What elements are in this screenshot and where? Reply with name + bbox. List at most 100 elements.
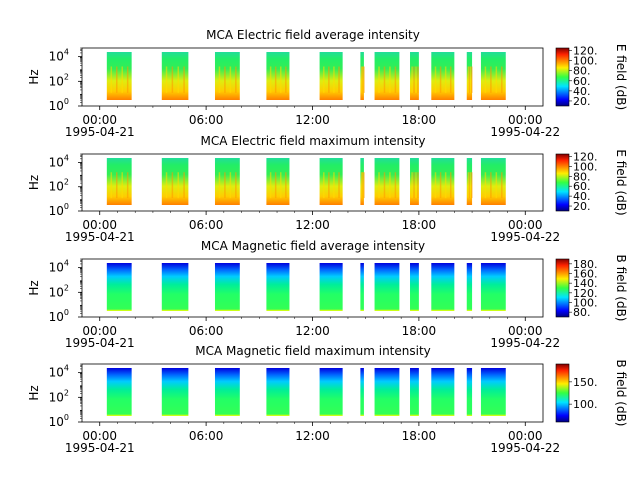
spectrogram-segment	[431, 368, 455, 416]
segment-texture	[417, 66, 419, 93]
x-tick-date: 1995-04-22	[490, 441, 560, 455]
colorbar-tick-label: 120.	[573, 45, 598, 58]
segment-texture	[411, 172, 413, 199]
spectrogram-segment	[374, 368, 400, 416]
colorbar-tick-label: 150.	[573, 376, 598, 389]
spectrogram-segment	[161, 263, 189, 311]
segment-texture	[229, 66, 232, 93]
segment-texture	[361, 66, 364, 93]
colorbar	[556, 259, 569, 317]
segment-texture	[121, 66, 123, 93]
x-tick-label: 06:00	[189, 324, 224, 338]
y-tick-label: 100	[49, 97, 69, 113]
colorbar-tick-label: 60.	[573, 75, 591, 88]
y-tick-label: 104	[49, 48, 69, 64]
segment-texture	[389, 66, 391, 93]
y-tick-label: 100	[49, 308, 69, 324]
spectrogram-segment	[319, 263, 343, 311]
x-tick-label: 06:00	[189, 113, 224, 127]
x-tick-date: 1995-04-22	[490, 230, 560, 244]
spectrogram-segment	[374, 263, 400, 311]
spectrogram-segment	[319, 368, 343, 416]
y-tick-label: 102	[49, 388, 69, 404]
segment-texture	[444, 172, 447, 199]
x-tick-date: 1995-04-22	[490, 336, 560, 350]
colorbar-label: B field (dB)	[614, 255, 628, 322]
spectrogram-segment	[480, 368, 506, 416]
axes-frame	[81, 153, 544, 212]
panel-title: MCA Electric field maximum intensity	[200, 134, 425, 148]
segment-texture	[449, 66, 452, 93]
axes-frame	[81, 363, 544, 423]
segment-texture	[285, 66, 287, 93]
y-tick-label: 104	[49, 153, 69, 169]
segment-texture	[116, 66, 118, 93]
x-tick-label: 18:00	[402, 324, 437, 338]
y-axis-label: Hz	[27, 69, 41, 84]
spectrogram-segment	[266, 368, 290, 416]
segment-texture	[468, 66, 471, 93]
segment-texture	[224, 172, 226, 199]
segment-texture	[434, 172, 437, 199]
segment-texture	[229, 172, 232, 199]
segment-texture	[110, 66, 113, 93]
segment-texture	[411, 66, 413, 93]
segment-texture	[121, 172, 123, 199]
segment-texture	[171, 66, 174, 93]
spectrogram-panel: MCA Magnetic field average intensity 100 1…	[27, 239, 628, 350]
segment-texture	[469, 66, 472, 93]
colorbar-tick-label: 120.	[573, 287, 598, 300]
segment-texture	[338, 172, 340, 199]
colorbar	[556, 154, 569, 211]
segment-texture	[389, 172, 391, 199]
axes-frame	[81, 258, 544, 318]
spectrogram-segment	[106, 263, 132, 311]
segment-texture	[274, 66, 277, 93]
segment-texture	[363, 172, 365, 199]
segment-texture	[501, 66, 503, 93]
segment-texture	[235, 172, 237, 199]
segment-texture	[274, 172, 277, 199]
x-tick-label: 00:00	[82, 113, 117, 127]
x-tick-label: 12:00	[295, 218, 330, 232]
spectrogram-segment	[214, 263, 240, 311]
segment-texture	[338, 66, 340, 93]
colorbar-tick-label: 40.	[573, 85, 591, 98]
spectrogram-segment	[319, 52, 343, 100]
segment-texture	[126, 172, 129, 199]
colorbar-tick-label: 100.	[573, 398, 598, 411]
segment-texture	[417, 172, 419, 199]
x-tick-label: 00:00	[508, 218, 543, 232]
y-tick-label: 104	[49, 259, 69, 275]
segment-texture	[279, 172, 282, 199]
colorbar	[556, 364, 569, 422]
spectrogram-segment	[266, 158, 290, 205]
segment-texture	[110, 172, 113, 199]
segment-texture	[434, 66, 437, 93]
segment-texture	[279, 66, 282, 93]
spectrogram-segment	[106, 368, 132, 416]
panel-title: MCA Magnetic field average intensity	[201, 239, 425, 253]
spectrogram-segment	[466, 263, 473, 311]
y-axis-label: Hz	[27, 385, 41, 400]
segment-texture	[413, 172, 415, 199]
axes-frame	[81, 47, 544, 107]
y-tick-label: 104	[49, 364, 69, 380]
spectrogram-segment	[214, 368, 240, 416]
colorbar-tick-label: 40.	[573, 190, 591, 203]
segment-texture	[177, 66, 179, 93]
colorbar-tick-label: 60.	[573, 180, 591, 193]
colorbar-tick-label: 80.	[573, 65, 591, 78]
y-axis-label: Hz	[27, 280, 41, 295]
x-tick-label: 06:00	[189, 218, 224, 232]
segment-texture	[378, 172, 380, 199]
x-tick-date: 1995-04-22	[490, 125, 560, 139]
segment-texture	[383, 66, 386, 93]
segment-texture	[362, 66, 364, 93]
colorbar-frame	[555, 363, 570, 423]
colorbar-label: B field (dB)	[614, 360, 628, 427]
segment-texture	[328, 66, 330, 93]
colorbar-tick-label: 20.	[573, 200, 591, 213]
x-tick-date: 1995-04-21	[65, 230, 135, 244]
spectrogram-segment	[360, 263, 364, 311]
